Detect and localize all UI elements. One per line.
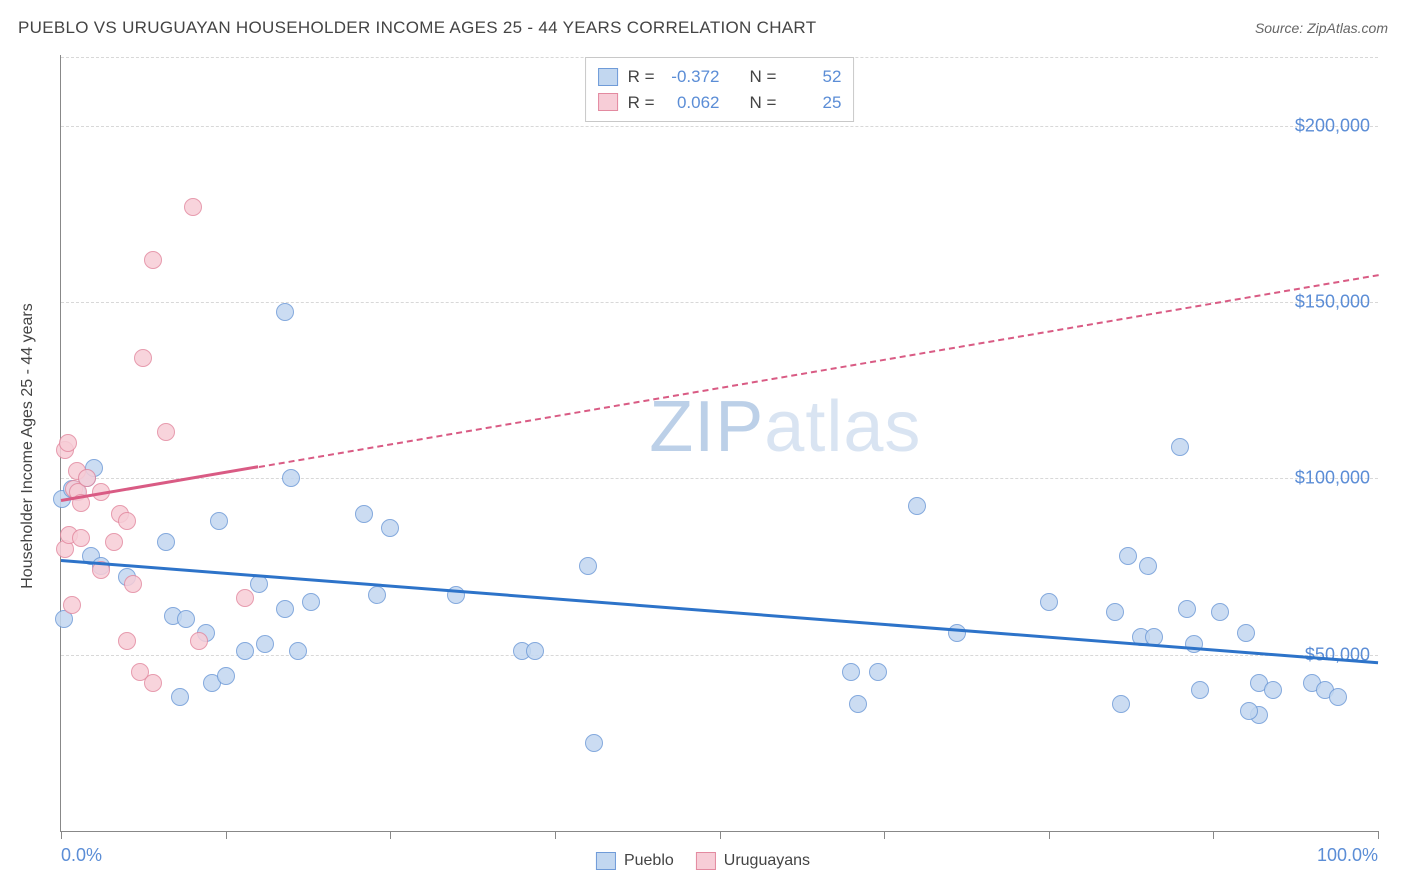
data-point: [236, 589, 254, 607]
x-tick: [61, 831, 62, 839]
watermark: ZIPatlas: [649, 386, 921, 468]
data-point: [1264, 681, 1282, 699]
data-point: [210, 512, 228, 530]
data-point: [63, 596, 81, 614]
gridline: [61, 478, 1378, 479]
x-tick: [1049, 831, 1050, 839]
data-point: [72, 529, 90, 547]
data-point: [381, 519, 399, 537]
data-point: [355, 505, 373, 523]
x-tick: [390, 831, 391, 839]
x-axis-min-label: 0.0%: [61, 845, 102, 866]
swatch-pueblo: [598, 68, 618, 86]
stats-legend: R = -0.372 N = 52 R = 0.062 N = 25: [585, 57, 855, 122]
data-point: [1178, 600, 1196, 618]
x-tick: [1213, 831, 1214, 839]
data-point: [124, 575, 142, 593]
x-tick: [884, 831, 885, 839]
data-point: [1240, 702, 1258, 720]
data-point: [1211, 603, 1229, 621]
x-axis-max-label: 100.0%: [1317, 845, 1378, 866]
data-point: [579, 557, 597, 575]
data-point: [1329, 688, 1347, 706]
data-point: [177, 610, 195, 628]
x-tick: [555, 831, 556, 839]
data-point: [157, 533, 175, 551]
legend-item-pueblo: Pueblo: [596, 852, 674, 870]
data-point: [849, 695, 867, 713]
gridline: [61, 302, 1378, 303]
data-point: [276, 303, 294, 321]
swatch-uruguayans: [598, 93, 618, 111]
gridline: [61, 655, 1378, 656]
stats-row-uruguayans: R = 0.062 N = 25: [598, 90, 842, 116]
x-tick: [720, 831, 721, 839]
legend-item-uruguayans: Uruguayans: [696, 852, 810, 870]
source-label: Source: ZipAtlas.com: [1255, 20, 1388, 36]
data-point: [1040, 593, 1058, 611]
data-point: [144, 674, 162, 692]
data-point: [368, 586, 386, 604]
data-point: [190, 632, 208, 650]
data-point: [526, 642, 544, 660]
data-point: [282, 469, 300, 487]
data-point: [236, 642, 254, 660]
series-legend: Pueblo Uruguayans: [596, 852, 810, 870]
scatter-plot: ZIPatlas R = -0.372 N = 52 R = 0.062 N =…: [60, 55, 1378, 832]
data-point: [276, 600, 294, 618]
y-tick-label: $100,000: [1295, 468, 1370, 489]
data-point: [217, 667, 235, 685]
y-tick-label: $150,000: [1295, 291, 1370, 312]
data-point: [1119, 547, 1137, 565]
data-point: [1237, 624, 1255, 642]
data-point: [585, 734, 603, 752]
data-point: [144, 251, 162, 269]
data-point: [134, 349, 152, 367]
data-point: [302, 593, 320, 611]
data-point: [1191, 681, 1209, 699]
data-point: [256, 635, 274, 653]
swatch-pueblo-icon: [596, 852, 616, 870]
x-tick: [226, 831, 227, 839]
data-point: [171, 688, 189, 706]
data-point: [59, 434, 77, 452]
y-axis-title: Householder Income Ages 25 - 44 years: [19, 303, 37, 589]
data-point: [908, 497, 926, 515]
data-point: [118, 632, 136, 650]
data-point: [1106, 603, 1124, 621]
stats-row-pueblo: R = -0.372 N = 52: [598, 64, 842, 90]
y-tick-label: $200,000: [1295, 115, 1370, 136]
x-tick: [1378, 831, 1379, 839]
data-point: [1112, 695, 1130, 713]
gridline: [61, 126, 1378, 127]
data-point: [1139, 557, 1157, 575]
data-point: [842, 663, 860, 681]
data-point: [157, 423, 175, 441]
data-point: [1171, 438, 1189, 456]
chart-title: PUEBLO VS URUGUAYAN HOUSEHOLDER INCOME A…: [18, 18, 816, 38]
data-point: [184, 198, 202, 216]
swatch-uruguayans-icon: [696, 852, 716, 870]
data-point: [289, 642, 307, 660]
data-point: [118, 512, 136, 530]
data-point: [105, 533, 123, 551]
data-point: [869, 663, 887, 681]
